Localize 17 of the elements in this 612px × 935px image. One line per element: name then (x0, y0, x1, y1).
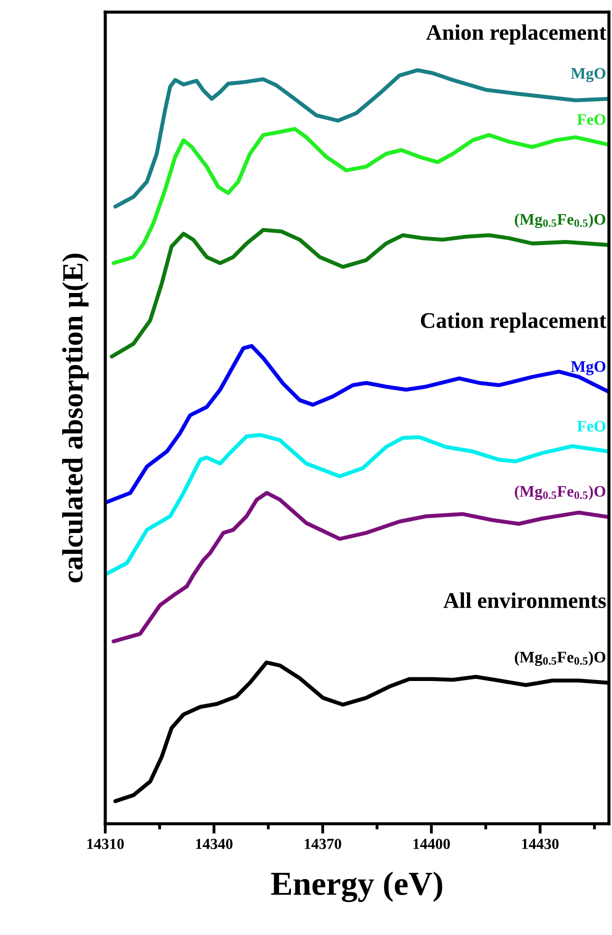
x-tick-label: 14430 (522, 838, 559, 850)
series-label: MgO (570, 68, 606, 82)
annotation: All environments (443, 592, 606, 608)
annotation: Cation replacement (420, 312, 606, 333)
x-tick-label: 14340 (196, 838, 232, 850)
series-label: MgO (570, 361, 606, 376)
series-label: (Mg$_{0.5}$Fe$_{0.5}$)O (514, 213, 606, 228)
series-label: FeO (577, 420, 606, 432)
x-tick-label: 14370 (304, 838, 342, 850)
y-axis-title: calculated absorption μ(E) (62, 254, 89, 582)
series-label: FeO (577, 114, 606, 125)
x-axis-title: Energy (eV) (271, 872, 442, 902)
x-tick-label: 14400 (414, 838, 450, 850)
text: Anion replacement (426, 24, 606, 44)
series-label: (Mg$_{0.5}$Fe$_{0.5}$)O (514, 651, 606, 666)
x-tick-label: 14310 (87, 838, 124, 850)
series-label: (Mg$_{0.5}$Fe$_{0.5}$)O (514, 486, 606, 500)
